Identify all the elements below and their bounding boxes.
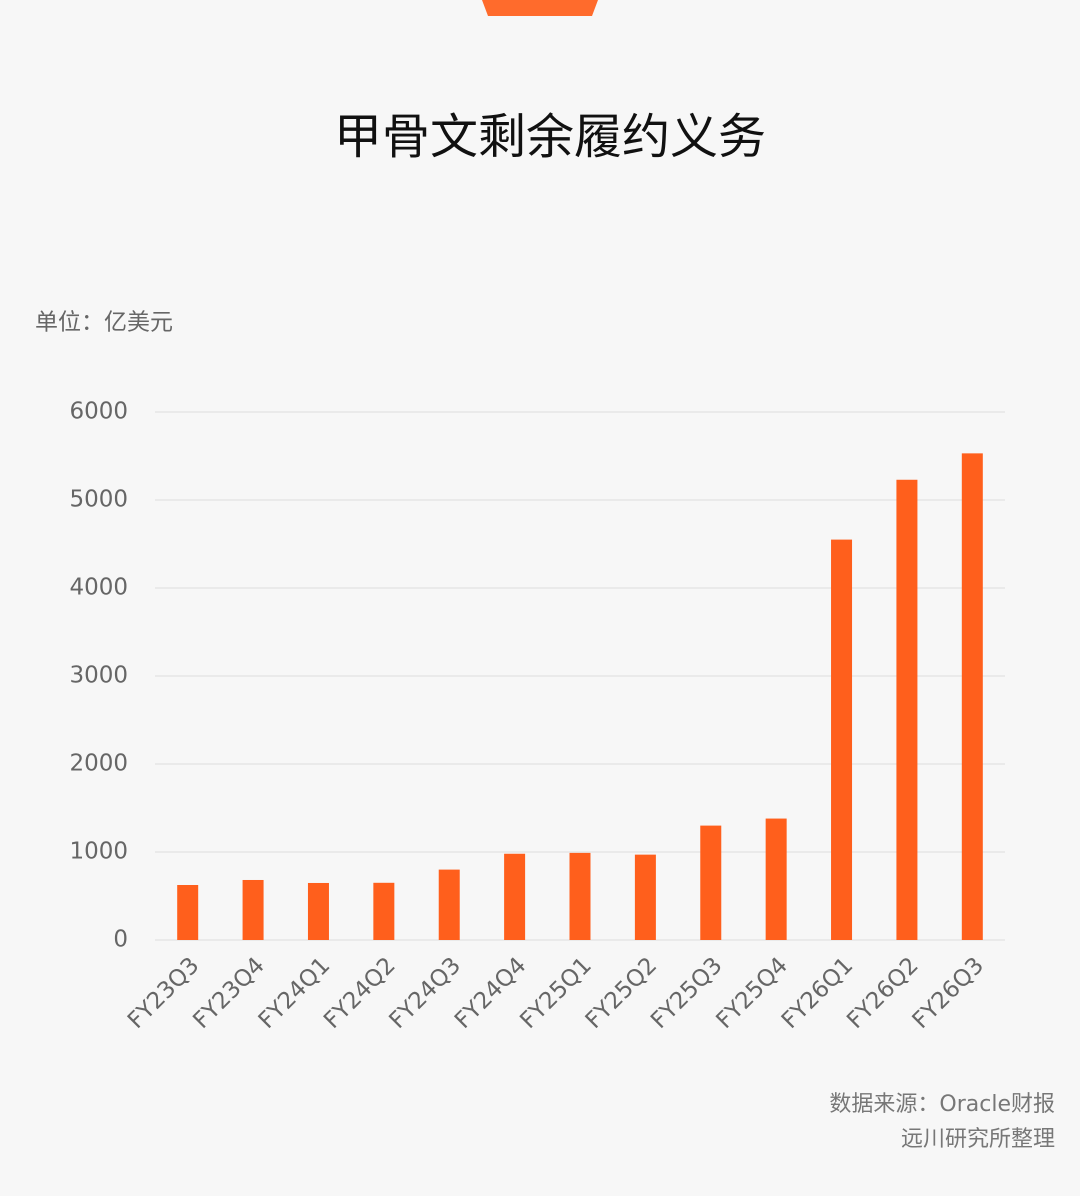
bar <box>242 879 264 940</box>
bar <box>177 885 199 940</box>
bar <box>634 854 656 940</box>
y-tick-label: 4000 <box>69 575 128 601</box>
y-tick-label: 0 <box>113 927 128 953</box>
source: 数据来源：Oracle财报 <box>829 1092 1055 1117</box>
decoration <box>482 0 598 16</box>
x-tick-label: FY24Q3 <box>385 952 467 1034</box>
x-tick-label: FY25Q3 <box>646 952 728 1034</box>
x-tick-label: FY26Q2 <box>842 952 924 1034</box>
y-tick-label: 3000 <box>69 663 128 689</box>
bar <box>831 539 853 940</box>
y-tick-label: 5000 <box>69 487 128 513</box>
x-tick-label: FY24Q1 <box>254 952 336 1034</box>
bar <box>373 882 395 940</box>
y-tick-label: 2000 <box>69 751 128 777</box>
bar <box>896 479 918 940</box>
x-tick-label: FY23Q3 <box>123 952 205 1034</box>
x-tick-label: FY25Q1 <box>515 952 597 1034</box>
x-tick-label: FY26Q3 <box>908 952 990 1034</box>
unit-label: 单位：亿美元 <box>35 310 173 336</box>
chart-title: 甲骨文剩余履约义务 <box>334 109 766 165</box>
bar <box>961 453 983 940</box>
source: 远川研究所整理 <box>901 1127 1055 1152</box>
y-tick-label: 1000 <box>69 839 128 865</box>
bar <box>504 853 526 940</box>
bar <box>307 882 329 940</box>
bar <box>765 818 787 940</box>
x-tick-label: FY24Q2 <box>319 952 401 1034</box>
x-tick-label: FY23Q4 <box>188 952 270 1034</box>
y-tick-label: 6000 <box>69 399 128 425</box>
bar <box>700 825 722 940</box>
x-tick-label: FY24Q4 <box>450 952 532 1034</box>
x-tick-label: FY25Q2 <box>581 952 663 1034</box>
x-tick-label: FY26Q1 <box>777 952 859 1034</box>
x-tick-label: FY25Q4 <box>711 952 793 1034</box>
bar <box>569 852 591 940</box>
bar <box>438 869 460 940</box>
